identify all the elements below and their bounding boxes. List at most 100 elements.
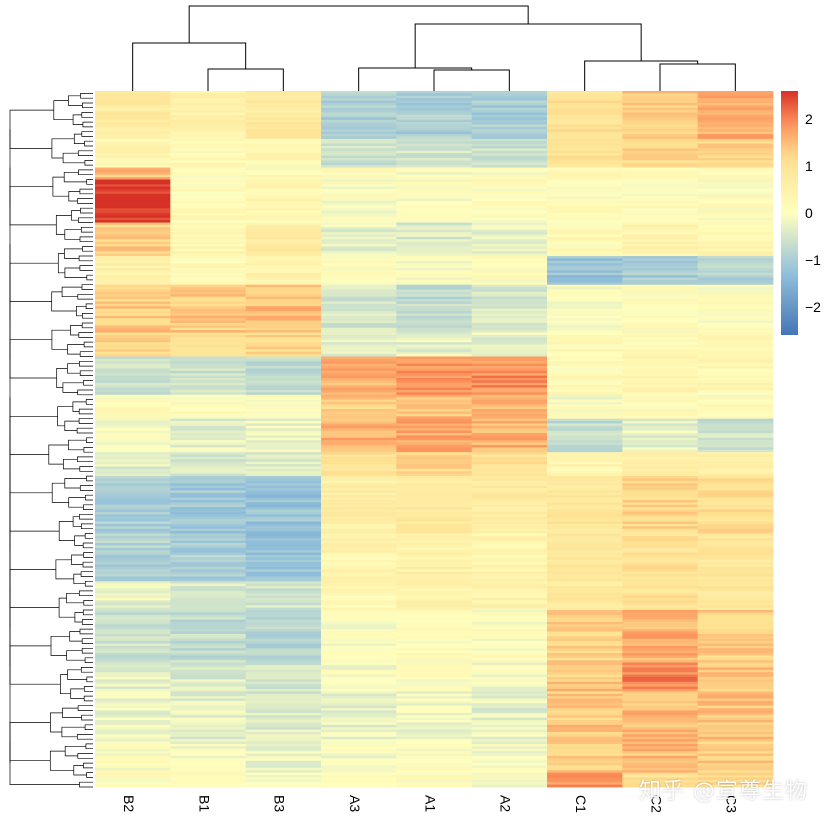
- heatmap-cell: [697, 174, 774, 178]
- heatmap-cell: [170, 691, 247, 695]
- heatmap-cell: [396, 358, 473, 362]
- heatmap-cell: [622, 444, 699, 448]
- heatmap-cell: [547, 387, 623, 391]
- heatmap-cell: [321, 478, 397, 482]
- heatmap-cell: [95, 275, 171, 278]
- heatmap-cell: [95, 464, 171, 467]
- heatmap-cell: [622, 535, 699, 539]
- heatmap-cell: [170, 743, 247, 747]
- heatmap-cell: [245, 543, 322, 546]
- heatmap-cell: [471, 717, 548, 721]
- heatmap-cell: [321, 210, 397, 214]
- heatmap-cell: [95, 95, 171, 99]
- heatmap-cell: [95, 253, 171, 257]
- heatmap-cell: [321, 160, 397, 164]
- heatmap-cell: [95, 208, 171, 211]
- dendrogram-branch: [85, 399, 93, 405]
- heatmap-cell: [396, 645, 473, 649]
- heatmap-cell: [396, 217, 473, 221]
- watermark-text: 知乎 @宣尊生物: [639, 779, 808, 804]
- heatmap-cell: [396, 155, 473, 159]
- heatmap-cell: [95, 236, 171, 240]
- heatmap-cell: [622, 244, 699, 247]
- heatmap-cell: [245, 334, 322, 338]
- heatmap-cell: [245, 449, 322, 453]
- heatmap-cell: [396, 146, 473, 149]
- dendrogram-branch: [83, 380, 93, 386]
- heatmap-cell: [471, 279, 548, 283]
- legend-tick-label: 2: [805, 111, 813, 127]
- heatmap-cell: [471, 160, 548, 164]
- heatmap-cell: [396, 246, 473, 250]
- heatmap-cell: [170, 421, 247, 424]
- heatmap-cell: [471, 782, 548, 786]
- heatmap-cell: [622, 253, 699, 257]
- heatmap-cell: [697, 129, 774, 133]
- heatmap-cell: [170, 442, 247, 446]
- heatmap-cell: [396, 239, 473, 243]
- heatmap-cell: [321, 507, 397, 510]
- heatmap-cell: [396, 303, 473, 307]
- heatmap-cell: [547, 366, 623, 369]
- heatmap-cell: [321, 165, 397, 168]
- heatmap-cell: [622, 669, 699, 673]
- dendrogram-branch: [68, 497, 86, 508]
- heatmap-cell: [697, 779, 774, 783]
- heatmap-cell: [95, 736, 171, 740]
- dendrogram-branch: [86, 179, 93, 185]
- heatmap-cell: [547, 588, 623, 592]
- heatmap-cell: [547, 488, 623, 491]
- heatmap-cell: [697, 583, 774, 587]
- heatmap-cell: [321, 267, 397, 271]
- heatmap-cell: [471, 172, 548, 176]
- heatmap-cell: [396, 610, 473, 613]
- heatmap-cell: [622, 727, 699, 730]
- heatmap-cell: [321, 779, 397, 783]
- heatmap-cell: [697, 299, 774, 302]
- heatmap-cell: [471, 514, 548, 518]
- heatmap-cell: [697, 378, 774, 381]
- heatmap-cell: [245, 141, 322, 145]
- dendrogram-branch: [78, 418, 93, 424]
- heatmap-cell: [170, 564, 247, 568]
- heatmap-cell: [622, 648, 699, 652]
- heatmap-cell: [321, 222, 397, 226]
- heatmap-cell: [396, 136, 473, 140]
- heatmap-cell: [547, 334, 623, 338]
- heatmap-cell: [245, 318, 322, 322]
- heatmap-cell: [622, 220, 699, 223]
- heatmap-cell: [396, 693, 473, 697]
- heatmap-cell: [622, 782, 699, 786]
- heatmap-cell: [547, 610, 623, 613]
- heatmap-cell: [95, 267, 171, 271]
- heatmap-cell: [697, 430, 774, 434]
- heatmap-cell: [547, 301, 623, 305]
- heatmap-cell: [471, 784, 548, 788]
- heatmap-cell: [697, 210, 774, 214]
- heatmap-cell: [321, 401, 397, 405]
- heatmap-cell: [396, 315, 473, 319]
- heatmap-cell: [547, 272, 623, 276]
- heatmap-cell: [547, 354, 623, 357]
- heatmap-cell: [245, 662, 322, 666]
- heatmap-cell: [622, 138, 699, 142]
- heatmap-cell: [245, 287, 322, 290]
- heatmap-cell: [471, 267, 548, 271]
- heatmap-cell: [245, 260, 322, 264]
- heatmap-cell: [396, 507, 473, 510]
- heatmap-cell: [95, 550, 171, 554]
- heatmap-cell: [396, 743, 473, 747]
- heatmap-cell: [697, 763, 774, 766]
- heatmap-cell: [471, 731, 548, 735]
- heatmap-cell: [245, 332, 322, 336]
- heatmap-cell: [396, 179, 473, 183]
- heatmap-cell: [396, 724, 473, 728]
- heatmap-cell: [170, 483, 247, 487]
- heatmap-cell: [245, 265, 322, 269]
- heatmap-cell: [471, 215, 548, 219]
- heatmap-cell: [547, 291, 623, 295]
- heatmap-cell: [547, 117, 623, 121]
- heatmap-cell: [547, 248, 623, 252]
- heatmap-cell: [170, 433, 247, 436]
- heatmap-cell: [245, 743, 322, 747]
